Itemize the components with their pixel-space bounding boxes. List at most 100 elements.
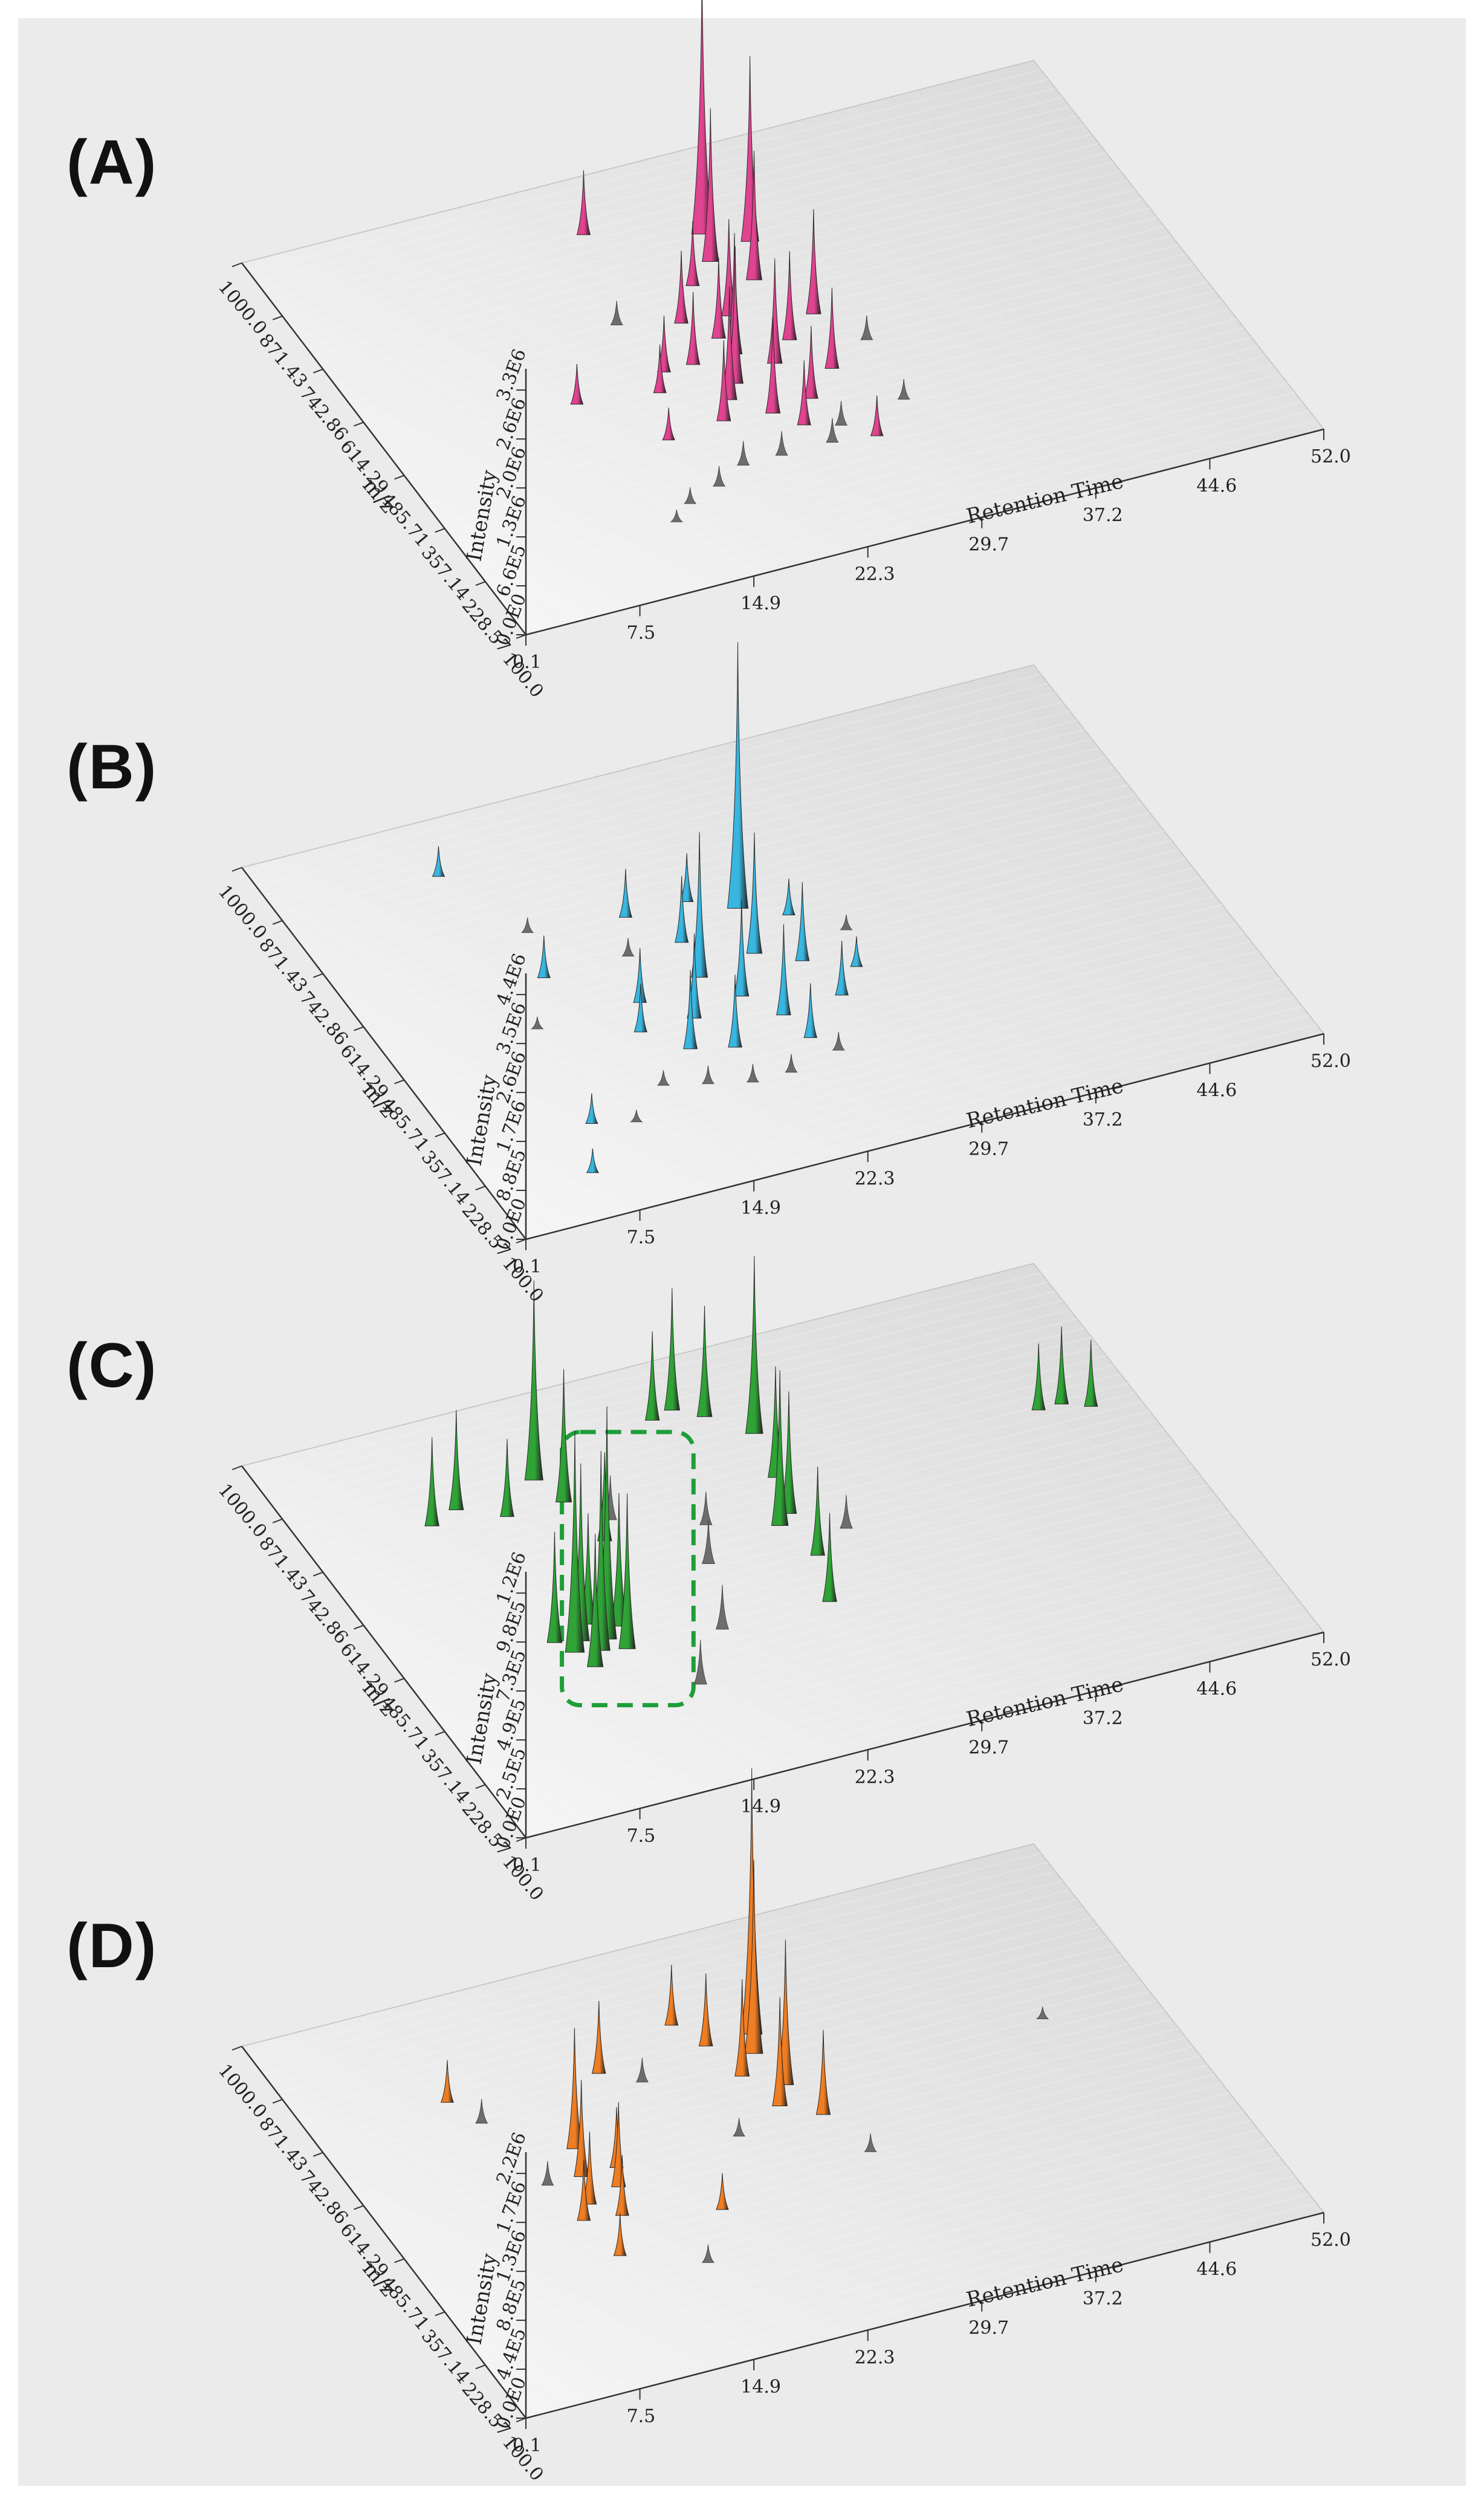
chart-c: 0.17.514.922.329.737.244.652.0Retention …: [214, 1256, 1351, 1905]
floor-streak: [369, 2009, 1165, 2214]
peak-mark: [644, 1331, 660, 1421]
y-axis-line: [241, 867, 527, 1240]
floor-streak: [504, 1005, 1303, 1212]
x-tick-label: 14.9: [740, 1198, 781, 1219]
peak-mark: [566, 2028, 583, 2149]
floor-streak: [377, 1438, 1172, 1643]
peak-mark: [698, 1973, 713, 2046]
y-tick-mark: [354, 1026, 364, 1031]
peak-mark: [449, 1410, 464, 1511]
floor-streak: [490, 987, 1288, 1193]
x-tick-label: 29.7: [968, 534, 1009, 556]
floor-streak: [362, 1419, 1158, 1624]
peak-mark: [826, 418, 839, 443]
x-tick-label: 0.1: [513, 652, 542, 673]
x-tick-label: 52.0: [1311, 2230, 1351, 2251]
floor-streak: [483, 2156, 1281, 2363]
floor-streak: [298, 738, 1092, 942]
panel-a: (A) 0.1 7.5 14.9 22.3 29.7 37.2 44.6 52.0 Retent…: [18, 0, 1466, 702]
floor-streak: [270, 701, 1063, 906]
peak-mark: [835, 940, 849, 996]
peak-mark: [701, 1519, 716, 1565]
floor-streak: [305, 747, 1100, 952]
peak-mark: [591, 2000, 606, 2074]
y-tick-mark: [435, 528, 446, 533]
floor-streak: [305, 1346, 1100, 1550]
floor-streak: [369, 830, 1165, 1036]
floor-streak: [355, 1991, 1150, 2196]
peak-mark: [746, 832, 763, 954]
x-tick-label: 44.6: [1196, 1080, 1237, 1101]
peak-mark: [662, 407, 675, 441]
y-tick-mark: [435, 1132, 446, 1138]
peak-mark: [744, 1860, 763, 2054]
peak-mark: [653, 344, 667, 394]
peak-mark: [618, 1493, 636, 1649]
peak-mark: [664, 1288, 681, 1411]
peak-mark: [633, 983, 647, 1033]
chart-b: 0.17.514.922.329.737.244.652.0Retention …: [214, 642, 1351, 1306]
floor-streak: [248, 1272, 1042, 1476]
peak-mark: [815, 2029, 831, 2115]
floor-streak: [455, 1539, 1252, 1745]
x-tick-label: 52.0: [1311, 1649, 1351, 1670]
peak-mark: [541, 2161, 554, 2186]
y-tick-mark: [232, 2046, 242, 2051]
floor-streak: [405, 1475, 1201, 1681]
floor-streak: [248, 69, 1042, 273]
y-axis-line: [241, 1465, 527, 1838]
floor-streak: [383, 1447, 1179, 1653]
peak-mark: [850, 936, 863, 967]
peak-mark: [804, 325, 818, 399]
floor-streak: [390, 858, 1187, 1063]
floor-streak: [263, 1871, 1056, 2075]
peak-mark: [691, 0, 713, 235]
floor-streak: [440, 2101, 1237, 2308]
floor-streak: [455, 941, 1252, 1147]
x-tick-label: 37.2: [1083, 505, 1123, 526]
floor-streak: [468, 1558, 1266, 1764]
floor-streak: [284, 1318, 1078, 1522]
floor-streak: [462, 1549, 1259, 1755]
x-tick-label: 37.2: [1083, 1708, 1123, 1729]
floor-streak: [263, 692, 1056, 896]
peak-mark: [679, 853, 694, 902]
x-tick-label: 29.7: [968, 2318, 1009, 2339]
x-tick-label: 29.7: [968, 1139, 1009, 1160]
x-axis-line: [525, 1631, 1324, 1839]
peak-mark: [570, 363, 584, 405]
peak-mark: [499, 1439, 514, 1517]
y-tick-mark: [475, 581, 486, 586]
floor-streak: [291, 729, 1085, 933]
peak-mark: [825, 288, 840, 369]
floor-streak: [497, 996, 1295, 1203]
x-tick-label: 37.2: [1083, 1109, 1123, 1130]
x-tick-label: 44.6: [1196, 2259, 1237, 2280]
peak-mark: [712, 465, 726, 487]
y-tick-mark: [313, 2152, 323, 2157]
peak-mark: [475, 2099, 488, 2124]
x-tick-label: 0.1: [513, 1256, 542, 1277]
peak-mark: [797, 360, 811, 426]
floor-streak: [440, 1521, 1237, 1727]
peak-mark: [711, 258, 726, 339]
floor-streak: [476, 2147, 1274, 2353]
floor-streak: [426, 904, 1223, 1110]
peak-mark: [772, 1997, 788, 2107]
peak-mark: [765, 316, 781, 414]
floor-streak: [326, 1954, 1121, 2159]
peak-mark: [537, 935, 551, 978]
y-tick-mark: [435, 2311, 446, 2317]
x-tick-label: 7.5: [627, 622, 656, 643]
x-tick-label: 22.3: [855, 1766, 895, 1788]
peak-mark: [531, 1016, 544, 1030]
floor-streak: [341, 1392, 1136, 1597]
chart-d: 0.17.514.922.329.737.244.652.0Retention …: [214, 1768, 1351, 2485]
peak-mark: [745, 1256, 763, 1434]
floor-streak: [398, 262, 1194, 468]
floor-streak: [313, 756, 1107, 961]
floor-streak: [497, 1595, 1295, 1802]
peak-mark: [675, 875, 689, 943]
floor-streak: [263, 1291, 1056, 1494]
floor-streak: [284, 1898, 1078, 2103]
